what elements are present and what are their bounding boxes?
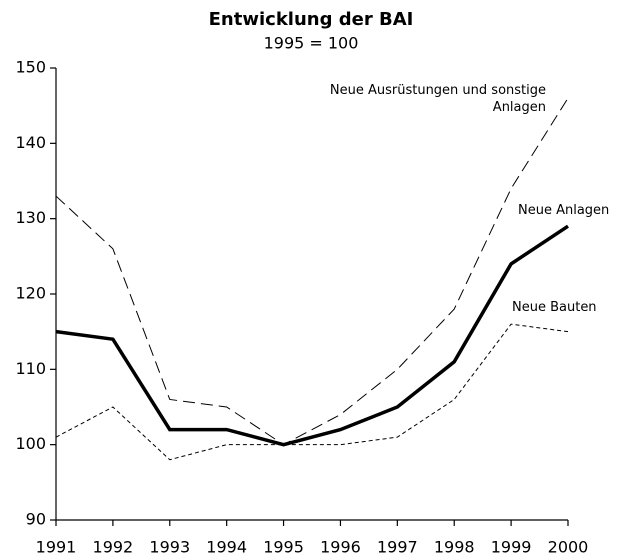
- chart-subtitle: 1995 = 100: [264, 34, 359, 53]
- x-tick-label: 1992: [93, 538, 134, 557]
- y-tick-label: 130: [15, 208, 46, 227]
- y-tick-label: 140: [15, 133, 46, 152]
- y-tick-label: 110: [15, 359, 46, 378]
- series-label: Neue Bauten: [512, 300, 597, 315]
- x-tick-label: 1997: [377, 538, 418, 557]
- series-line: [55, 97, 569, 446]
- series-label: Neue Ausrüstungen und sonstige Anlagen: [329, 83, 546, 115]
- y-tick-label: 120: [15, 284, 46, 303]
- x-tick-label: 1991: [36, 538, 77, 557]
- x-tick-label: 1994: [206, 538, 247, 557]
- series-line: [55, 224, 569, 447]
- x-tick-label: 1996: [320, 538, 361, 557]
- series-line: [55, 323, 569, 461]
- x-tick-label: 1999: [491, 538, 532, 557]
- chart-title: Entwicklung der BAI: [209, 9, 414, 30]
- y-tick-label: 90: [26, 510, 46, 529]
- y-tick-label: 100: [15, 434, 46, 453]
- x-tick-label: 1995: [263, 538, 304, 557]
- x-tick-label: 1993: [149, 538, 190, 557]
- x-tick-label: 2000: [548, 538, 589, 557]
- series-label: Neue Anlagen: [518, 203, 610, 218]
- y-tick-label: 150: [15, 58, 46, 77]
- x-tick-label: 1998: [434, 538, 475, 557]
